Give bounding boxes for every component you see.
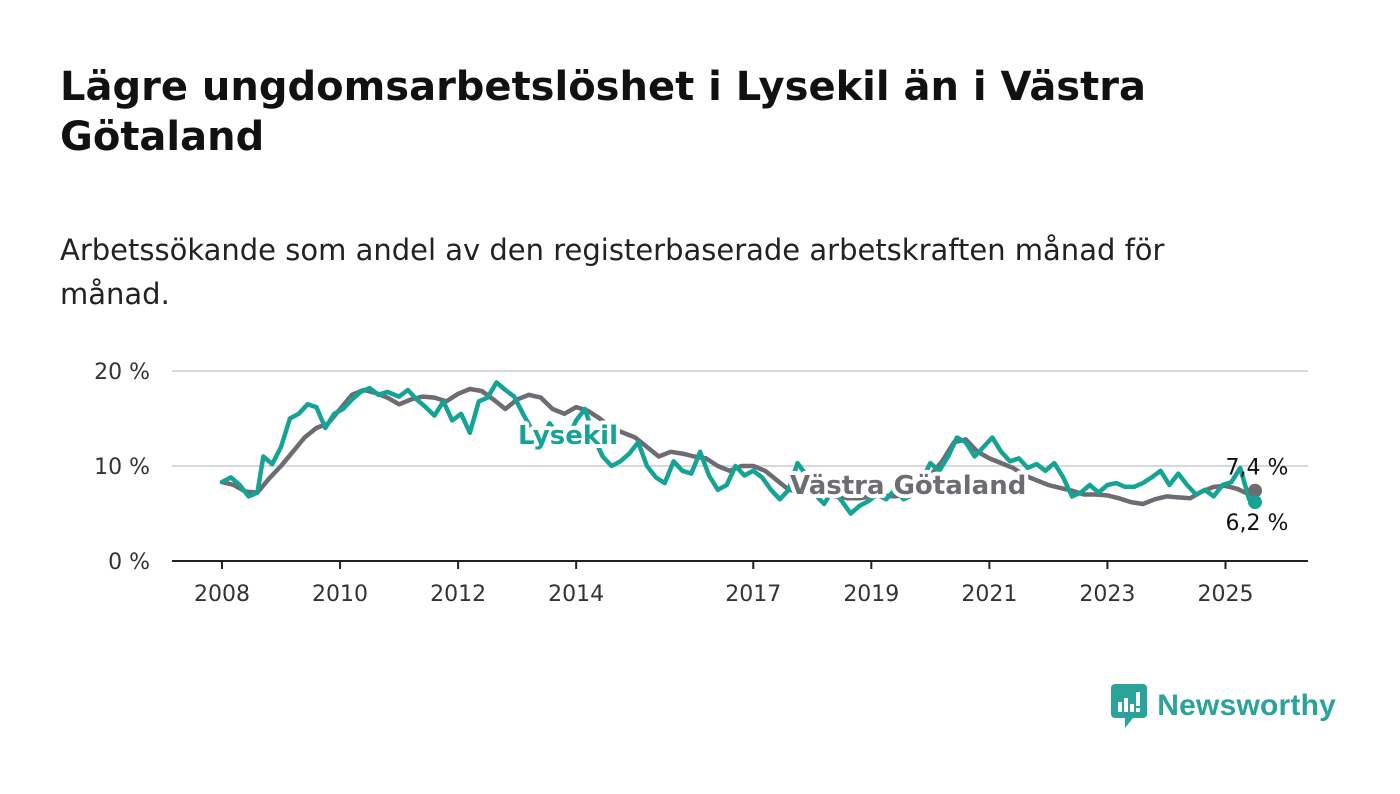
x-tick-label: 2017 (725, 582, 781, 607)
series-label-halo: Lysekil (518, 421, 618, 451)
x-tick-label: 2019 (843, 582, 899, 607)
x-tick-label: 2010 (312, 582, 368, 607)
newsworthy-logo: Newsworthy (1111, 684, 1336, 728)
series-label: Lysekil (518, 421, 618, 451)
end-point (1248, 495, 1262, 510)
x-tick-label: 2023 (1079, 582, 1135, 607)
x-tick-label: 2021 (961, 582, 1017, 607)
y-tick-label: 10 % (94, 455, 150, 480)
end-value-label: 6,2 % (1226, 511, 1289, 536)
series-lines (219, 380, 1258, 516)
brand-name: Newsworthy (1157, 689, 1336, 722)
series-label-halo: Västra Götaland (790, 471, 1026, 501)
chart-subtitle: Arbetssökande som andel av den registerb… (60, 233, 1165, 311)
end-point (1248, 483, 1262, 498)
series-label: Västra Götaland (790, 471, 1026, 501)
x-tick-label: 2014 (548, 582, 604, 607)
x-axis: 2008 2010 2012 2014 2017 2019 2021 2023 2025 (172, 560, 1308, 607)
series-line (219, 380, 1258, 516)
end-value-label: 7,4 % (1226, 456, 1289, 481)
x-tick-label: 2012 (430, 582, 486, 607)
y-tick-label: 20 % (94, 360, 150, 385)
y-tick-label: 0 % (108, 550, 150, 575)
x-tick-label: 2008 (194, 582, 250, 607)
gridlines: 0 % 10 % 20 % (94, 360, 1308, 575)
series-line (219, 386, 1258, 507)
bar-chart-speech-bubble-icon (1111, 684, 1148, 728)
chart-title: Lägre ungdomsarbetslöshet i Lysekil än i… (60, 64, 1146, 160)
x-tick-label: 2025 (1197, 582, 1253, 607)
